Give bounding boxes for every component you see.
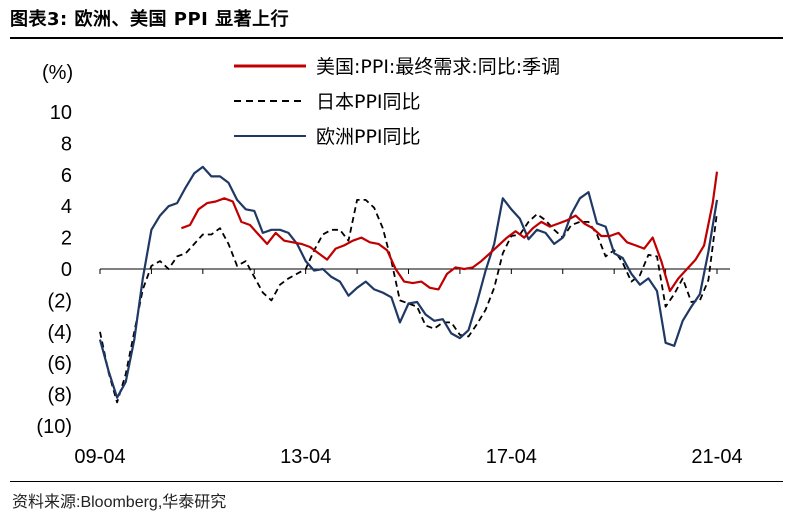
y-tick-label: 0 <box>61 259 72 281</box>
series-line-1 <box>99 198 718 404</box>
y-tick-label: 4 <box>61 196 72 218</box>
x-tick-label: 17-04 <box>486 446 537 468</box>
series-line-0 <box>181 171 719 293</box>
x-axis: 09-04 13-04 17-04 21-04 <box>74 269 743 468</box>
x-tick-label: 09-04 <box>74 446 125 468</box>
y-tick-label: (4) <box>48 322 72 344</box>
legend-label-1: 日本PPI同比 <box>316 91 421 113</box>
y-tick-label: (8) <box>48 385 72 407</box>
footer-divider <box>10 481 783 482</box>
y-tick-label: (6) <box>48 353 72 375</box>
y-tick-label: 6 <box>61 165 72 187</box>
y-axis-unit-label: (%) <box>42 62 73 84</box>
title-divider <box>10 37 783 39</box>
y-tick-label: 8 <box>61 133 72 155</box>
legend-label-0: 美国:PPI:最终需求:同比:季调 <box>316 56 560 78</box>
y-axis: 10 8 6 4 2 0 (2) (4) (6) (8) (10) <box>36 102 72 438</box>
series-layer <box>98 165 719 404</box>
x-tick-label: 13-04 <box>280 446 331 468</box>
source-note: 资料来源:Bloomberg,华泰研究 <box>12 494 227 511</box>
y-tick-label: (10) <box>36 416 72 438</box>
y-tick-label: 2 <box>61 228 72 250</box>
legend-label-2: 欧洲PPI同比 <box>316 126 421 148</box>
page-title: 图表3: 欧洲、美国 PPI 显著上行 <box>10 9 290 30</box>
y-tick-label: 10 <box>50 102 72 124</box>
y-tick-label: (2) <box>48 290 72 312</box>
series-line-2 <box>98 165 719 399</box>
x-tick-label: 21-04 <box>691 446 742 468</box>
